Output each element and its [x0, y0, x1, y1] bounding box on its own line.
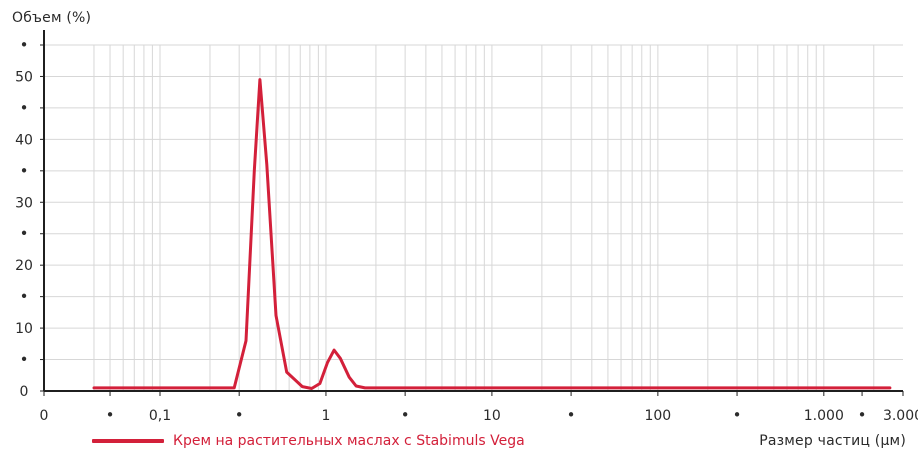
x-tick-label: • — [401, 406, 410, 424]
x-tick-label: 0,1 — [149, 408, 171, 424]
y-tick-label: • — [20, 36, 29, 54]
legend: Крем на растительных маслах с Stabimuls … — [92, 433, 525, 449]
distribution-curve — [92, 78, 892, 390]
x-tick-label: 1 — [321, 408, 330, 424]
x-tick-label: • — [567, 406, 576, 424]
x-tick-label: 3.000 — [883, 408, 918, 424]
y-tick-label: • — [20, 225, 29, 243]
x-tick-label: • — [235, 406, 244, 424]
x-tick-label: 0 — [40, 408, 49, 424]
y-tick-label: • — [20, 351, 29, 369]
y-tick-label: 20 — [15, 258, 33, 274]
y-tick-label: 0 — [20, 384, 29, 400]
y-tick-label: 50 — [15, 69, 33, 85]
x-axis-title: Размер частиц (μм) — [759, 433, 906, 449]
x-tick-label: • — [106, 406, 115, 424]
y-axis-title: Объем (%) — [12, 10, 92, 26]
x-tick-label: 100 — [644, 408, 671, 424]
x-tick-label: 1.000 — [804, 408, 844, 424]
legend-series-label: Крем на растительных маслах с Stabimuls … — [173, 433, 525, 449]
x-tick-label: • — [733, 406, 742, 424]
y-tick-label: • — [20, 162, 29, 180]
x-tick-label: • — [858, 406, 867, 424]
y-tick-label: • — [20, 99, 29, 117]
y-tick-label: 30 — [15, 195, 33, 211]
y-tick-label: 10 — [15, 321, 33, 337]
x-tick-label: 10 — [483, 408, 501, 424]
legend-line-swatch — [92, 439, 164, 443]
y-tick-label: • — [20, 288, 29, 306]
y-tick-label: 40 — [15, 132, 33, 148]
